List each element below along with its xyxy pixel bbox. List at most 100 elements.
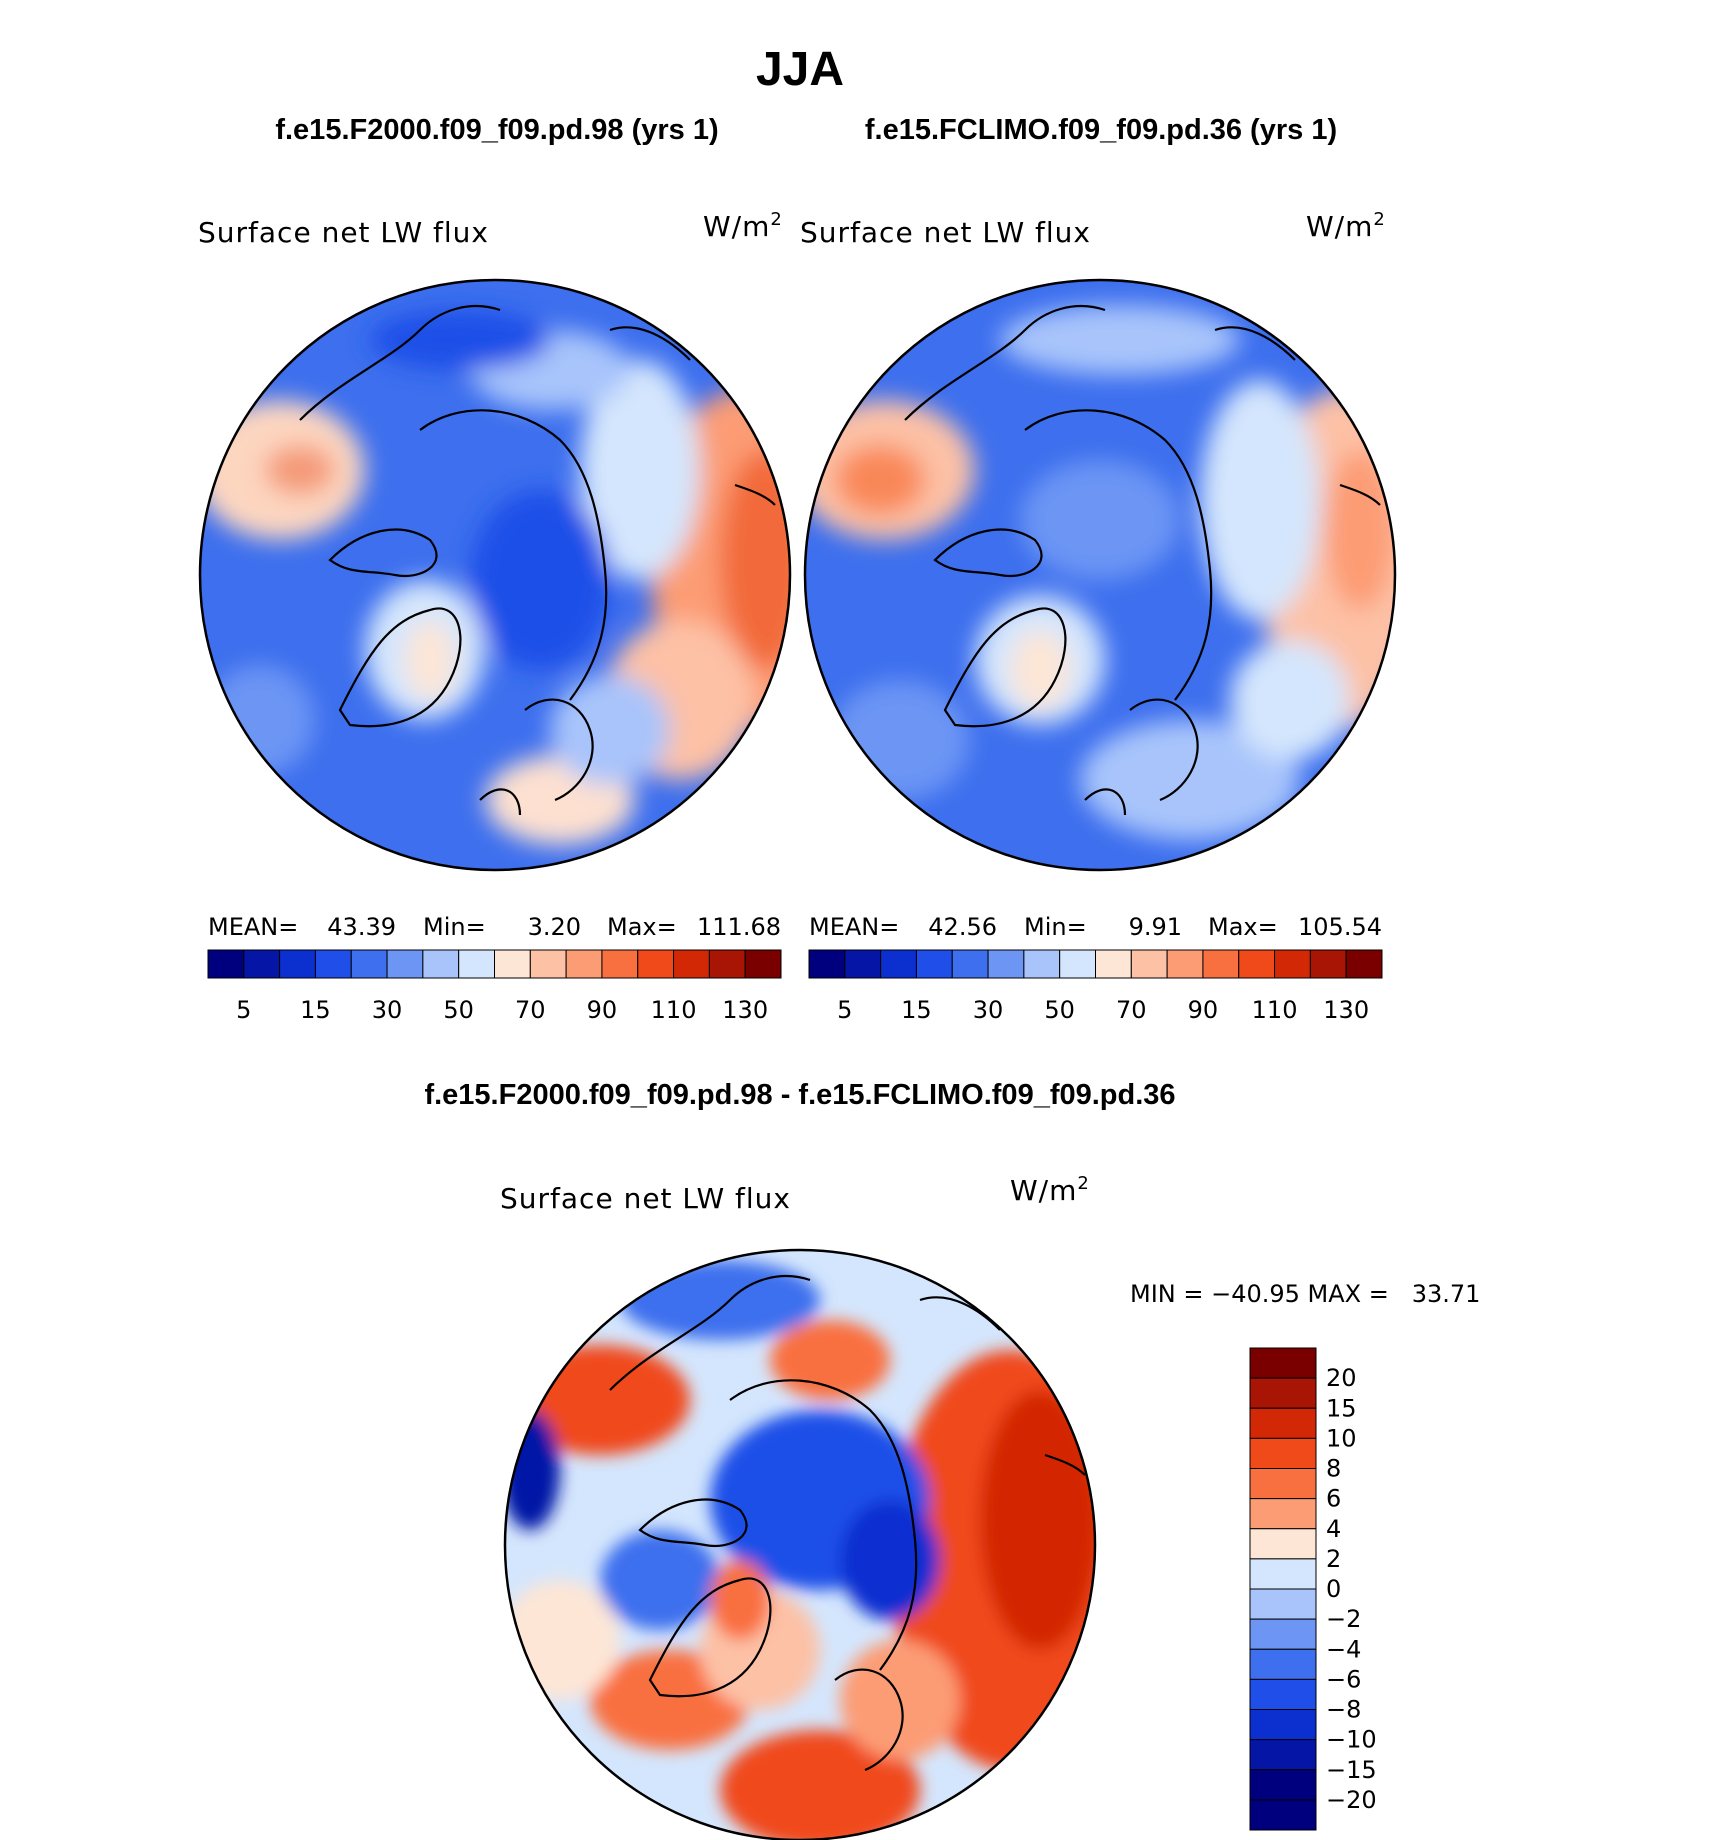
diff-colorbar-tick-label: 8 <box>1326 1455 1341 1483</box>
panel-a-colorbar-tick-label: 90 <box>587 996 618 1024</box>
panel-a-colorbar-swatch <box>565 949 603 979</box>
panel-b-colorbar-tick-label: 30 <box>973 996 1004 1024</box>
diff-colorbar-swatch <box>1249 1709 1317 1741</box>
panel-a-min-value: 3.20 <box>528 913 581 941</box>
panel-b-colorbar-swatch <box>1023 949 1061 979</box>
diff-colorbar-swatch <box>1249 1769 1317 1801</box>
panel-a-coastlines <box>299 305 776 816</box>
panel-a-colorbar-tick-label: 130 <box>722 996 768 1024</box>
season-title: JJA <box>756 43 844 96</box>
diff-colorbar-swatch <box>1249 1528 1317 1560</box>
panel-b-case-title: f.e15.FCLIMO.f09_f09.pd.36 (yrs 1) <box>865 114 1337 146</box>
diff-colorbar-swatch <box>1249 1377 1317 1409</box>
diff-colorbar-tick-label: −2 <box>1326 1605 1361 1633</box>
panel-b-colorbar-tick-label: 110 <box>1252 996 1298 1024</box>
diff-colorbar-swatch <box>1249 1437 1317 1469</box>
panel-b-variable-label: Surface net LW flux <box>800 216 1091 249</box>
diff-colorbar-swatch <box>1249 1468 1317 1500</box>
diff-map <box>503 1248 1097 1840</box>
panel-b-colorbar-swatch <box>808 949 846 979</box>
diff-colorbar-tick-label: −20 <box>1326 1786 1377 1814</box>
panel-a-max-label: Max= <box>607 913 677 941</box>
panel-a-colorbar-swatch <box>529 949 567 979</box>
diff-colorbar-tick-label: 2 <box>1326 1545 1341 1573</box>
panel-a-colorbar-tick-label: 5 <box>236 996 251 1024</box>
panel-b-mean-value: 42.56 <box>928 913 997 941</box>
diff-colorbar-swatch <box>1249 1739 1317 1771</box>
diff-units-sup: 2 <box>1077 1173 1089 1194</box>
diff-colorbar-tick-label: −15 <box>1326 1756 1377 1784</box>
panel-a-colorbar-swatch <box>207 949 245 979</box>
diff-colorbar-tick-label: 10 <box>1326 1424 1357 1452</box>
diff-colorbar-swatch <box>1249 1407 1317 1439</box>
panel-b-max-label: Max= <box>1208 913 1278 941</box>
panel-a-mean-value: 43.39 <box>327 913 396 941</box>
diff-units-base: W/m <box>1010 1174 1077 1207</box>
panel-b-colorbar-swatch <box>1309 949 1347 979</box>
panel-b-colorbar-swatch <box>1238 949 1276 979</box>
panel-a-colorbar-swatch <box>279 949 316 979</box>
panel-a-colorbar-swatch <box>386 949 424 979</box>
panel-b-boundary <box>803 278 1397 872</box>
panel-a-units-sup: 2 <box>770 209 782 230</box>
panel-b-colorbar-tick-label: 90 <box>1188 996 1219 1024</box>
panel-b-colorbar-swatch <box>1274 949 1311 979</box>
diff-colorbar-swatch <box>1249 1799 1317 1831</box>
panel-a-colorbar-swatch <box>243 949 281 979</box>
panel-b-colorbar-swatch <box>915 949 953 979</box>
panel-b-colorbar-swatch <box>844 949 882 979</box>
panel-b-stats: MEAN= 42.56 Min= 9.91 Max= 105.54 <box>809 913 1382 941</box>
diff-title: f.e15.F2000.f09_f09.pd.98 - f.e15.FCLIMO… <box>424 1079 1175 1111</box>
diff-colorbar-swatch <box>1249 1678 1317 1710</box>
diff-colorbar-swatch <box>1249 1558 1317 1590</box>
panel-a-min-label: Min= <box>423 913 486 941</box>
panel-a-boundary <box>198 278 792 872</box>
diff-colorbar-tick-label: −6 <box>1326 1665 1361 1693</box>
panel-a-colorbar-swatch <box>494 949 531 979</box>
panel-b-min-value: 9.91 <box>1129 913 1182 941</box>
panel-b-colorbar-swatch <box>1095 949 1132 979</box>
diff-minmax: MIN = −40.95 MAX = 33.71 <box>1130 1280 1480 1308</box>
panel-b-colorbar-swatch <box>1130 949 1168 979</box>
panel-b-max-value: 105.54 <box>1298 913 1382 941</box>
panel-a-mean-label: MEAN= <box>208 913 298 941</box>
panel-a-colorbar-swatch <box>422 949 460 979</box>
panel-b-colorbar-swatch <box>1345 949 1383 979</box>
panel-a-max-value: 111.68 <box>697 913 781 941</box>
panel-b-mean-label: MEAN= <box>809 913 899 941</box>
diff-colorbar-tick-label: 0 <box>1326 1575 1341 1603</box>
diff-colorbar-tick-label: 15 <box>1326 1394 1357 1422</box>
panel-b-map <box>803 278 1397 872</box>
panel-b-colorbar: 5 15 30 50 70 90 110 130 <box>808 949 1383 1024</box>
panel-a-colorbar-swatch <box>744 949 782 979</box>
panel-b-colorbar-tick-label: 5 <box>837 996 852 1024</box>
diff-colorbar-swatch <box>1249 1648 1317 1680</box>
diff-colorbar-tick-label: −10 <box>1326 1726 1377 1754</box>
diff-colorbar-tick-label: 20 <box>1326 1364 1357 1392</box>
panel-a-colorbar-tick-label: 110 <box>651 996 697 1024</box>
panel-b-min-label: Min= <box>1024 913 1087 941</box>
panel-a-units: W/m2 <box>703 209 783 243</box>
panel-a-colorbar-tick-label: 50 <box>443 996 474 1024</box>
panel-a-colorbar-swatch <box>637 949 675 979</box>
panel-a-colorbar-swatch <box>673 949 710 979</box>
panel-a-colorbar-tick-label: 70 <box>515 996 546 1024</box>
panel-b-units: W/m2 <box>1306 209 1386 243</box>
panel-b-colorbar-swatch <box>1166 949 1204 979</box>
diff-boundary <box>503 1248 1097 1840</box>
panel-a-units-base: W/m <box>703 210 770 243</box>
diff-colorbar-swatch <box>1249 1498 1317 1530</box>
panel-b-colorbar-swatch <box>1059 949 1096 979</box>
panel-b-coastlines <box>904 305 1381 816</box>
panel-b-colorbar-swatch <box>951 949 989 979</box>
panel-b-colorbar-swatch <box>1202 949 1240 979</box>
panel-b-colorbar-swatch <box>880 949 917 979</box>
panel-b-colorbar-tick-label: 15 <box>901 996 932 1024</box>
panel-a-colorbar-swatch <box>458 949 495 979</box>
diff-colorbar-tick-label: −4 <box>1326 1635 1361 1663</box>
panel-a-stats: MEAN= 43.39 Min= 3.20 Max= 111.68 <box>208 913 781 941</box>
panel-a-colorbar-swatch <box>350 949 388 979</box>
panel-a-case-title: f.e15.F2000.f09_f09.pd.98 (yrs 1) <box>275 114 718 146</box>
